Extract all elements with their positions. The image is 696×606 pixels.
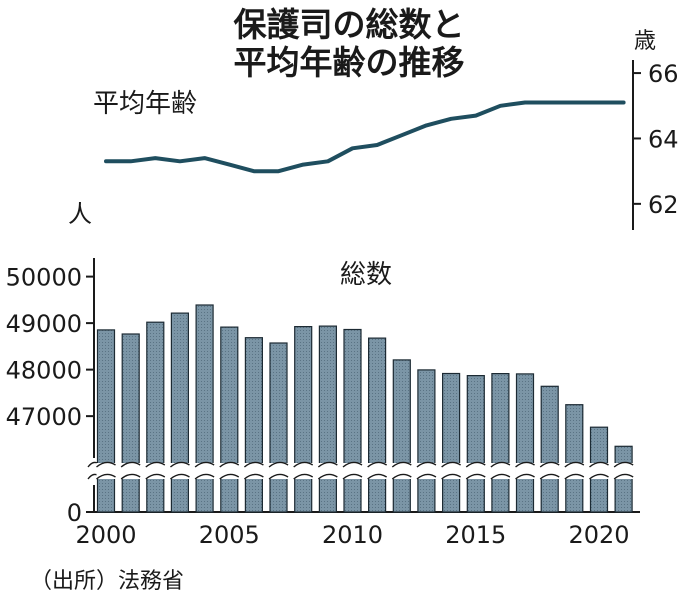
axis-break-mark bbox=[515, 473, 535, 480]
count-tick-label: 47000 bbox=[6, 403, 82, 431]
age-tick-label: 66 bbox=[648, 60, 679, 88]
bar bbox=[392, 359, 411, 513]
axis-break-mark bbox=[465, 461, 486, 468]
bar bbox=[170, 312, 189, 513]
axis-break-mark bbox=[367, 473, 388, 480]
average-age-label: 平均年齢 bbox=[93, 89, 197, 119]
bar bbox=[96, 329, 116, 513]
axis-break-mark bbox=[539, 473, 560, 480]
axis-break-mark bbox=[169, 473, 190, 480]
axis-break-mark bbox=[120, 461, 141, 468]
axis-break-mark bbox=[268, 473, 289, 480]
axis-break-mark bbox=[465, 473, 486, 480]
bar bbox=[515, 373, 535, 513]
count-tick-label: 50000 bbox=[6, 264, 82, 292]
count-tick-label: 49000 bbox=[6, 310, 82, 338]
axis-break-mark bbox=[490, 473, 511, 480]
total-count-label: 総数 bbox=[340, 260, 392, 290]
axis-break-mark bbox=[564, 461, 585, 468]
bar bbox=[318, 325, 337, 513]
bar bbox=[294, 326, 313, 513]
axis-break-mark bbox=[194, 461, 215, 468]
axis-break-mark bbox=[515, 461, 535, 468]
axis-break-mark bbox=[342, 473, 363, 480]
chart-title-line2: 平均年齢の推移 bbox=[234, 43, 465, 82]
axis-break-mark bbox=[613, 461, 634, 468]
axis-break-mark bbox=[342, 461, 363, 468]
axis-break-mark bbox=[367, 461, 388, 468]
axis-break-mark bbox=[441, 461, 461, 468]
year-tick-label: 2000 bbox=[75, 521, 136, 549]
age-tick-label: 62 bbox=[648, 191, 679, 219]
axis-break-mark bbox=[243, 473, 264, 480]
axis-break-mark bbox=[490, 461, 511, 468]
axis-break-mark bbox=[416, 473, 437, 480]
axis-break-mark bbox=[391, 461, 412, 468]
bar bbox=[269, 342, 288, 513]
age-tick-label: 64 bbox=[648, 125, 679, 153]
axis-break-mark bbox=[564, 473, 585, 480]
axis-break-mark bbox=[293, 473, 314, 480]
bar bbox=[614, 445, 633, 513]
year-tick-label: 2015 bbox=[445, 521, 506, 549]
axis-break-mark bbox=[317, 461, 338, 468]
axis-break-mark bbox=[120, 473, 141, 480]
bar bbox=[491, 373, 510, 513]
axis-break-mark bbox=[589, 461, 609, 468]
axis-break-mark bbox=[539, 461, 560, 468]
source-note: （出所）法務省 bbox=[30, 569, 184, 594]
bar bbox=[343, 328, 362, 513]
axis-break-mark bbox=[391, 473, 412, 480]
year-tick-label: 2010 bbox=[322, 521, 383, 549]
axis-break-mark bbox=[96, 473, 116, 480]
bar bbox=[121, 333, 140, 513]
axis-break-mark bbox=[293, 461, 314, 468]
bar bbox=[146, 321, 165, 513]
count-unit-label: 人 bbox=[68, 200, 92, 228]
count-tick-label: 0 bbox=[67, 499, 82, 527]
bar bbox=[442, 372, 461, 513]
axis-break-mark bbox=[416, 461, 437, 468]
axis-break-mark bbox=[219, 473, 240, 480]
axis-break-mark bbox=[613, 473, 634, 480]
year-tick-label: 2005 bbox=[199, 521, 260, 549]
bar bbox=[368, 337, 387, 513]
axis-break-mark bbox=[145, 473, 166, 480]
axis-break-mark bbox=[589, 473, 609, 480]
axis-break-mark bbox=[317, 473, 338, 480]
chart-title-line1: 保護司の総数と bbox=[234, 5, 465, 44]
total-count-panel: 人 総数 0 47000 48000 49000 50000 2000 2005 2010 2… bbox=[6, 200, 640, 549]
axis-break-mark bbox=[169, 461, 190, 468]
bar bbox=[195, 304, 214, 513]
bar bbox=[466, 375, 485, 513]
age-unit-label: 歳 bbox=[634, 29, 656, 54]
axis-break-mark bbox=[194, 473, 215, 480]
bar bbox=[244, 337, 263, 513]
year-tick-label: 2020 bbox=[568, 521, 629, 549]
bar bbox=[220, 326, 239, 513]
axis-break-mark bbox=[96, 461, 116, 468]
count-tick-label: 48000 bbox=[6, 357, 82, 385]
axis-break-mark bbox=[219, 461, 240, 468]
average-age-panel: 平均年齢 歳 62 64 66 bbox=[93, 29, 679, 230]
bar bbox=[565, 404, 584, 513]
average-age-line bbox=[104, 100, 626, 174]
axis-break-mark bbox=[243, 461, 264, 468]
bar bbox=[540, 385, 559, 513]
axis-break-mark bbox=[268, 461, 289, 468]
axis-break-mark bbox=[145, 461, 166, 468]
bar bbox=[417, 369, 436, 513]
axis-break-mark bbox=[441, 473, 461, 480]
